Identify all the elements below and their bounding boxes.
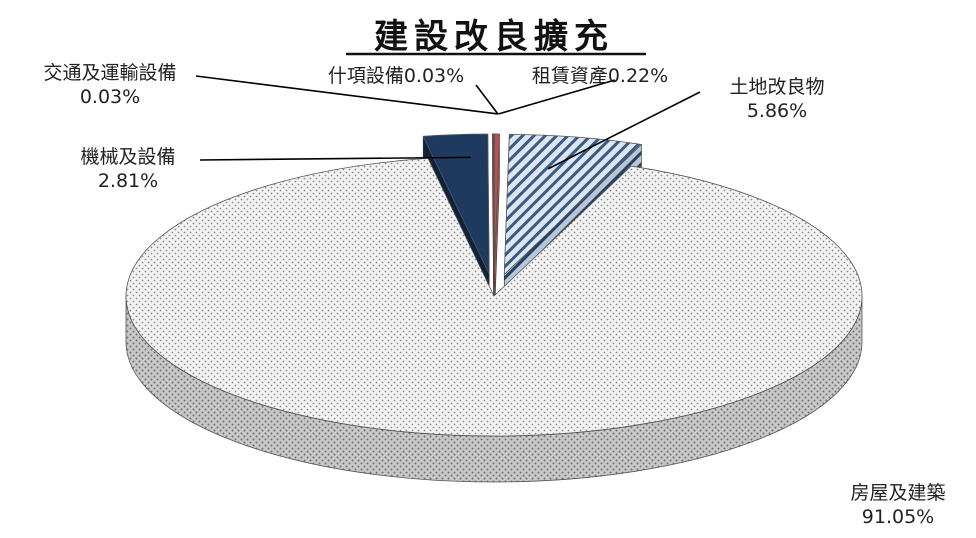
leader-lines	[195, 75, 701, 170]
leader-line-6	[475, 84, 499, 115]
pie-top-layer	[125, 133, 863, 437]
leader-line-2	[547, 91, 701, 170]
leader-line-5	[195, 75, 498, 115]
data-label-6: 什項設備0.03%	[328, 65, 464, 87]
pie-slice-2	[503, 134, 643, 276]
data-label-4: 機械及設備 2.81%	[80, 146, 175, 192]
data-label-5: 交通及運輸設備 0.03%	[43, 62, 176, 108]
pie-slice-6	[492, 133, 495, 274]
pie-slice-4	[422, 133, 490, 275]
data-label-2: 土地改良物 5.86%	[729, 76, 824, 122]
data-label-1: 租賃資產0.22%	[532, 65, 668, 87]
data-labels: 租賃資產0.22% 土地改良物 5.86% 房屋及建築 91.05% 機械及設備 2.81%…	[43, 62, 945, 528]
chart-title: 建設改良擴充	[374, 17, 614, 57]
data-label-3: 房屋及建築 91.05%	[850, 482, 945, 528]
pie-slice-3	[125, 157, 863, 437]
pie-slice-1	[493, 133, 500, 274]
leader-line-1	[498, 79, 616, 115]
leader-line-4	[199, 156, 471, 161]
